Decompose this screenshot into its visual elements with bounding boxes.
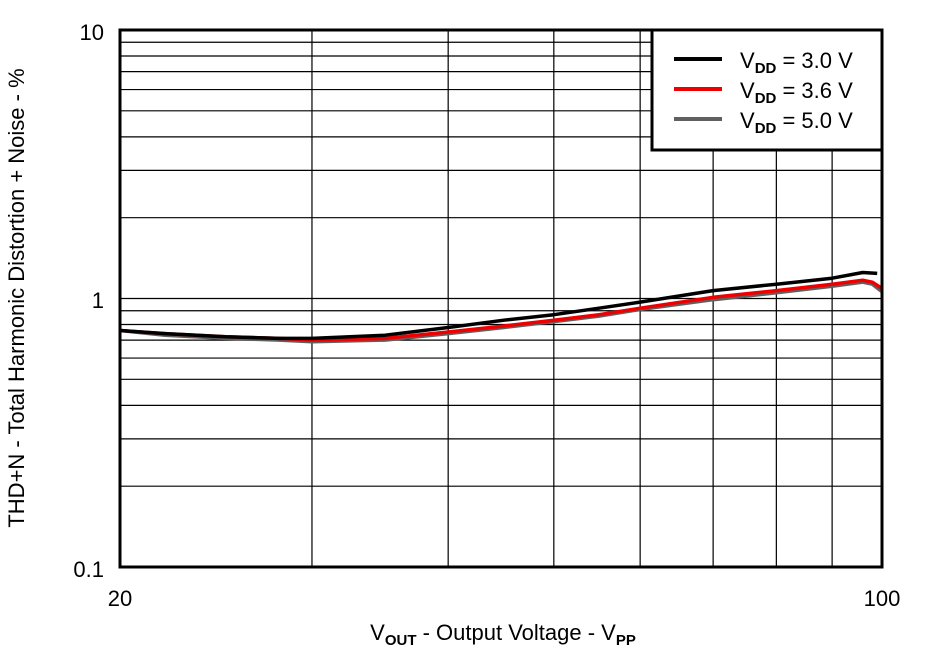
x-tick-label-20: 20 <box>108 586 132 611</box>
x-tick-label-100: 100 <box>864 586 901 611</box>
x-axis-title: VOUT - Output Voltage - VPP <box>370 620 636 649</box>
y-tick-label-1: 1 <box>92 288 104 313</box>
legend: VDD = 3.0 V VDD = 3.6 V VDD = 5.0 V <box>650 28 884 152</box>
legend-label: VDD = 3.0 V <box>740 48 853 77</box>
data-series <box>119 270 884 344</box>
series-line <box>119 270 878 341</box>
legend-item-vdd-5-0: VDD = 5.0 V <box>674 108 853 137</box>
y-tick-label-10: 10 <box>80 20 104 45</box>
legend-box <box>650 28 884 152</box>
series-line <box>119 278 883 342</box>
y-axis-title: THD+N - Total Harmonic Distortion + Nois… <box>4 68 29 527</box>
legend-label: VDD = 3.6 V <box>740 78 853 107</box>
legend-item-vdd-3-6: VDD = 3.6 V <box>674 78 853 107</box>
plot-frame <box>118 28 884 569</box>
y-tick-label-0-1: 0.1 <box>73 557 104 582</box>
legend-item-vdd-3-0: VDD = 3.0 V <box>674 48 853 77</box>
legend-label: VDD = 5.0 V <box>740 108 853 137</box>
